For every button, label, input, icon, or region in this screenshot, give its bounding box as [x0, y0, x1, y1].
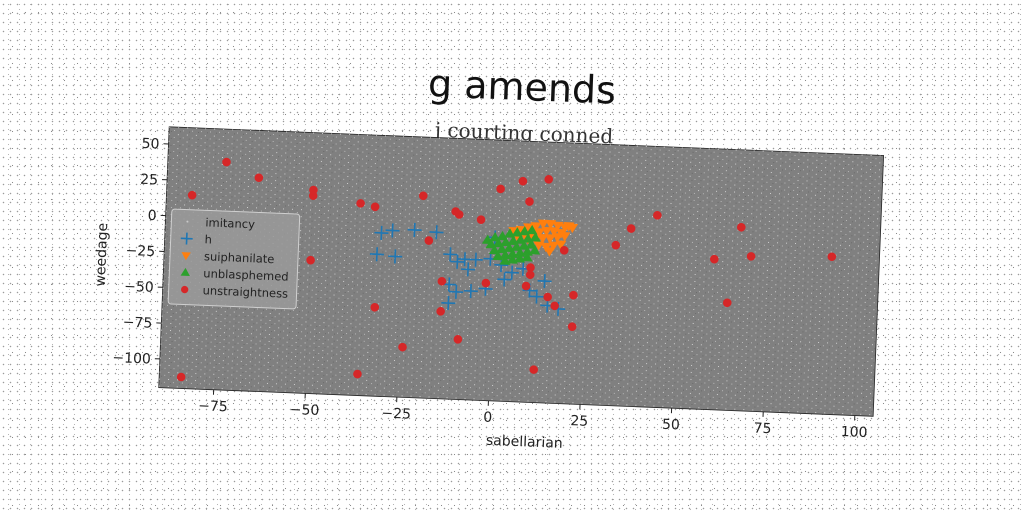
plot-area: −75 −50 −25 0 25 50 75 100 50 25 0 −25 −50 −75 −100 sab… [87, 124, 884, 464]
y-tick-label: 50 [141, 136, 159, 153]
x-tick-label: 75 [753, 420, 771, 437]
x-tick-label: 50 [662, 417, 680, 434]
x-tick-label: −75 [198, 398, 228, 415]
legend-label: imitancy [205, 215, 255, 231]
y-tick-label: 0 [147, 208, 157, 224]
legend-label: suiphanilate [204, 249, 275, 266]
legend-label: h [204, 232, 212, 246]
x-tick-label: 0 [483, 410, 493, 426]
y-axis-label: weedage [93, 223, 112, 287]
x-tick-label: 100 [840, 424, 867, 441]
x-tick-label: −50 [289, 402, 319, 419]
x-tick-label: 25 [570, 413, 588, 430]
chart-title: g amends [427, 61, 616, 112]
y-tick-label: −75 [122, 315, 152, 332]
x-tick-label: −25 [381, 406, 411, 423]
x-axis-label: sabellarian [486, 433, 563, 452]
y-tick-label: −100 [112, 350, 151, 368]
y-tick-label: −50 [124, 279, 154, 296]
y-tick-label: 25 [140, 172, 158, 189]
y-tick-label: −25 [125, 243, 155, 260]
